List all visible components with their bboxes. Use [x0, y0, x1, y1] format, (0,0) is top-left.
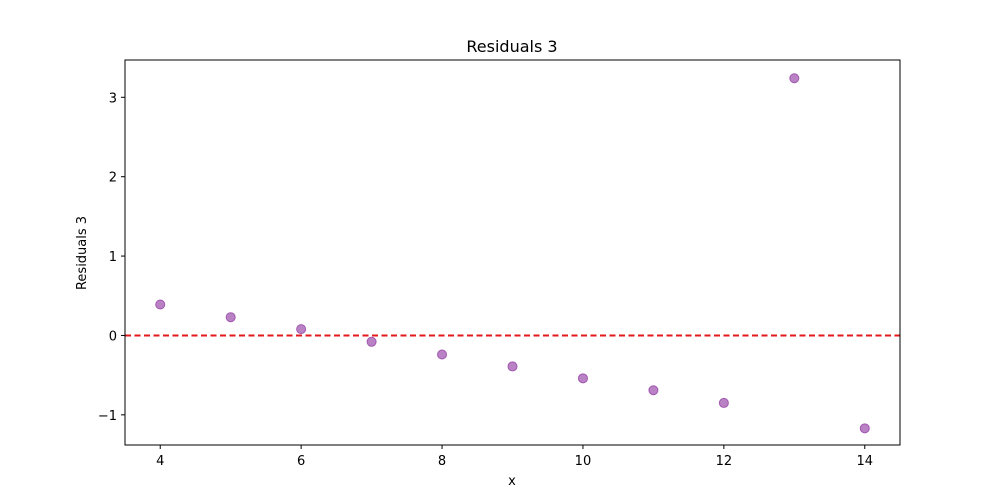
x-tick-label: 12 — [716, 454, 733, 469]
residual-point — [859, 423, 870, 434]
plot-frame — [124, 59, 901, 446]
chart-title: Residuals 3 — [466, 37, 557, 56]
x-tick-label: 6 — [297, 454, 305, 469]
y-axis-label: Residuals 3 — [75, 216, 90, 290]
x-tick-label: 8 — [438, 454, 446, 469]
y-tick-label: −1 — [98, 409, 117, 424]
residual-point — [366, 336, 377, 347]
x-tick-label: 10 — [575, 454, 592, 469]
x-axis-label: x — [508, 474, 516, 489]
residual-point — [507, 361, 518, 372]
x-axis: 4 6 8 10 12 14 — [156, 445, 873, 469]
residual-point — [577, 373, 588, 384]
residual-point — [296, 324, 307, 335]
residual-point — [789, 73, 800, 84]
residual-point — [437, 349, 448, 360]
y-axis: −1 0 1 2 3 — [98, 91, 125, 424]
plot-area — [125, 73, 900, 434]
residual-point — [648, 385, 659, 396]
y-tick-label: 0 — [109, 329, 117, 344]
x-tick-label: 14 — [856, 454, 873, 469]
y-tick-label: 3 — [109, 91, 117, 106]
x-tick-label: 4 — [156, 454, 164, 469]
residual-point — [225, 312, 236, 323]
y-tick-label: 2 — [109, 171, 117, 186]
residual-point — [718, 397, 729, 408]
residual-point — [155, 299, 166, 310]
y-tick-label: 1 — [109, 250, 117, 265]
